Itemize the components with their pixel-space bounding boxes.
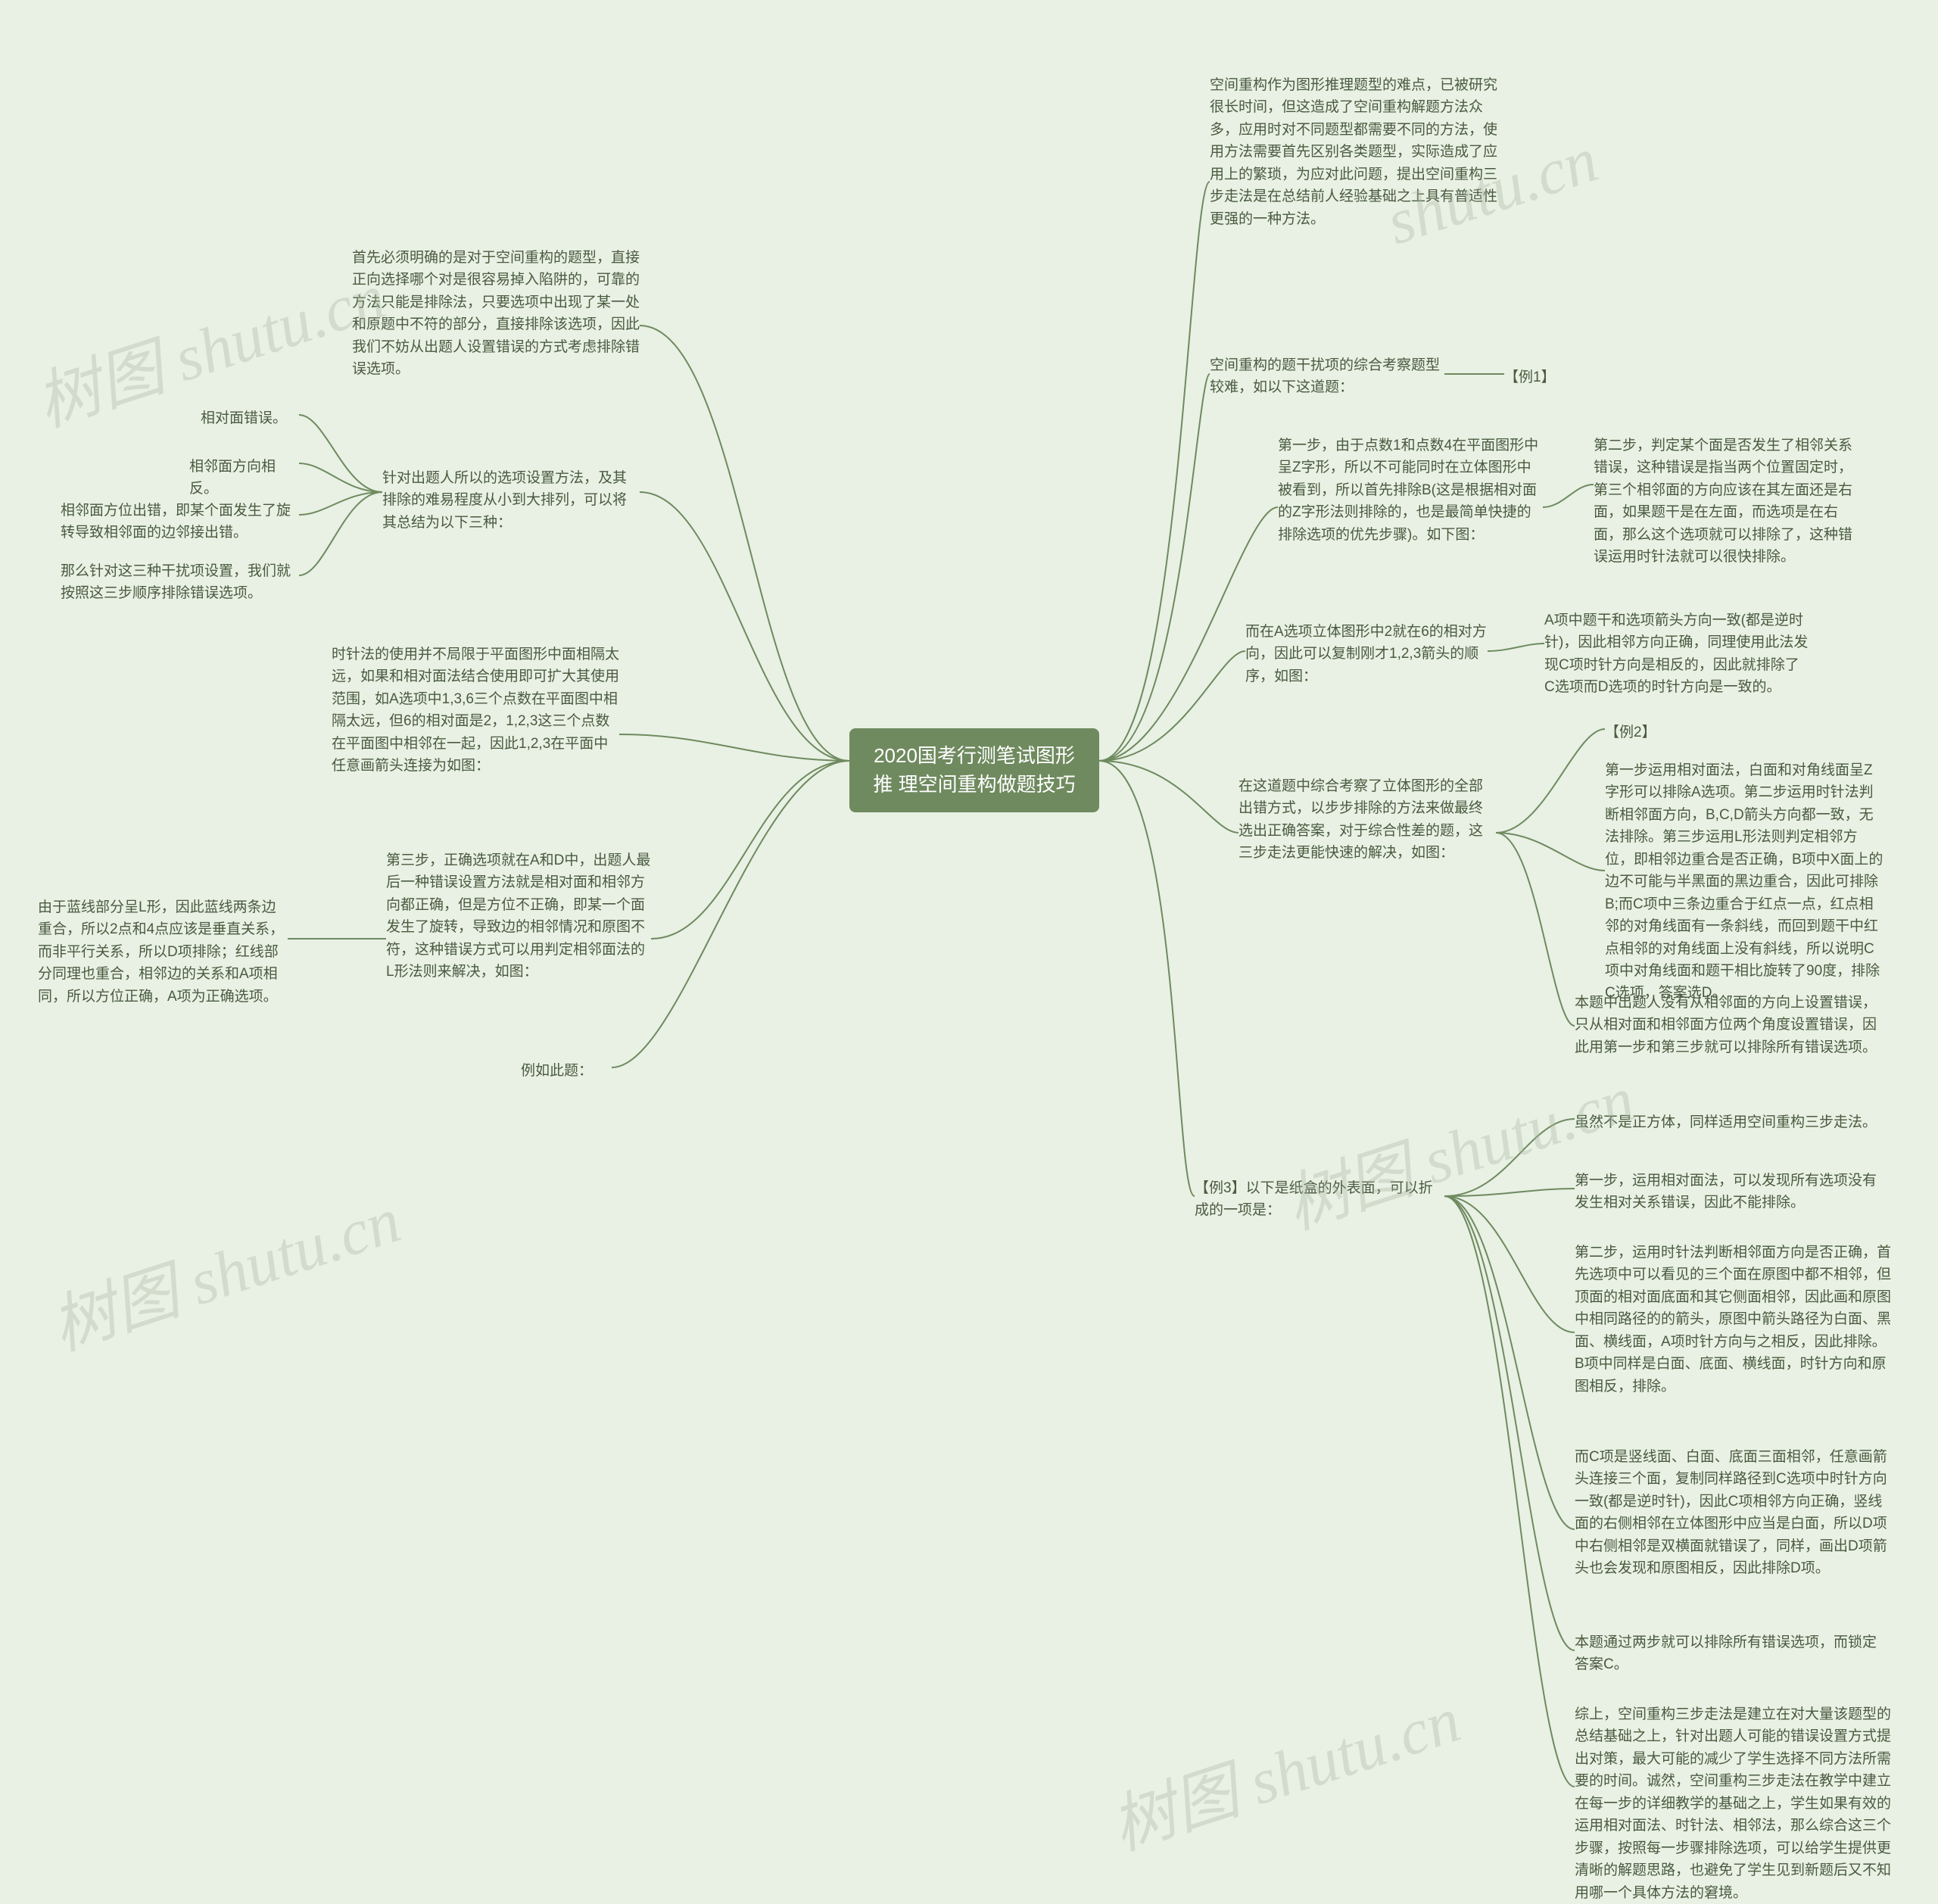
node-l2a: 相对面错误。 <box>201 407 299 429</box>
node-r2: 空间重构的题干扰项的综合考察题型较难，如以下这道题： <box>1210 354 1444 399</box>
node-r5a: 【例2】 <box>1605 721 1665 743</box>
edge-16 <box>1488 643 1544 651</box>
center-text: 2020国考行测笔试图形推 理空间重构做题技巧 <box>873 744 1075 796</box>
edge-7 <box>651 761 849 939</box>
edge-14 <box>1543 485 1594 507</box>
node-l2b: 相邻面方向相反。 <box>189 456 303 500</box>
edge-23 <box>1444 1189 1575 1196</box>
node-r5: 在这道题中综合考察了立体图形的全部出错方式，以步步排除的方法来做最终选出正确答案… <box>1239 775 1496 865</box>
node-r3a: 第二步，判定某个面是否发生了相邻关系错误，这种错误是指当两个位置固定时，第三个相… <box>1594 435 1859 569</box>
center-topic: 2020国考行测笔试图形推 理空间重构做题技巧 <box>849 728 1099 812</box>
node-r1: 空间重构作为图形推理题型的难点，已被研究很长时间，但这造成了空间重构解题方法众多… <box>1210 74 1505 230</box>
edge-4 <box>299 492 382 515</box>
node-l2c: 相邻面方位出错，即某个面发生了旋转导致相邻面的边邻接出错。 <box>61 500 303 544</box>
edge-24 <box>1444 1196 1575 1332</box>
edge-22 <box>1444 1119 1575 1196</box>
node-l2: 针对出题人所以的选项设置方法，及其排除的难易程度从小到大排列，可以将其总结为以下… <box>382 467 640 534</box>
node-r6a: 虽然不是正方体，同样适用空间重构三步走法。 <box>1575 1111 1877 1133</box>
edge-1 <box>640 492 849 761</box>
edge-10 <box>1099 182 1210 761</box>
edge-26 <box>1444 1196 1575 1650</box>
node-r6d: 而C项是竖线面、白面、底面三面相邻，任意画箭头连接三个面，复制同样路径到C选项中… <box>1575 1446 1893 1580</box>
edge-27 <box>1444 1196 1575 1787</box>
node-l5: 例如此题： <box>521 1060 612 1082</box>
edge-21 <box>1099 761 1195 1196</box>
node-r2a: 【例1】 <box>1504 366 1565 388</box>
edge-2 <box>299 415 382 492</box>
node-r5c: 本题中出题人没有从相邻面的方向上设置错误，只从相对面和相邻面方位两个角度设置错误… <box>1575 992 1885 1058</box>
node-r4a: A项中题干和选项箭头方向一致(都是逆时针)，因此相邻方向正确，同理使用此法发现C… <box>1544 609 1809 699</box>
edge-17 <box>1099 761 1239 833</box>
edge-6 <box>619 734 849 761</box>
node-l3: 时针法的使用并不局限于平面图形中面相隔太远，如果和相对面法结合使用即可扩大其使用… <box>332 643 619 777</box>
node-l4a: 由于蓝线部分呈L形，因此蓝线两条边重合，所以2点和4点应该是垂直关系，而非平行关… <box>38 896 288 1008</box>
edge-5 <box>299 492 382 575</box>
edge-20 <box>1496 833 1575 1026</box>
node-r3: 第一步，由于点数1和点数4在平面图形中呈Z字形，所以不可能同时在立体图形中被看到… <box>1278 435 1543 546</box>
node-l2d: 那么针对这三种干扰项设置，我们就按照这三步顺序排除错误选项。 <box>61 560 303 605</box>
edge-3 <box>299 463 382 492</box>
node-r6f: 综上，空间重构三步走法是建立在对大量该题型的总结基础之上，针对出题人可能的错误设… <box>1575 1703 1893 1904</box>
node-r6c: 第二步，运用时针法判断相邻面方向是否正确，首先选项中可以看见的三个面在原图中都不… <box>1575 1242 1893 1398</box>
node-r6e: 本题通过两步就可以排除所有错误选项，而锁定答案C。 <box>1575 1631 1877 1676</box>
node-r5b: 第一步运用相对面法，白面和对角线面呈Z字形可以排除A选项。第二步运用时针法判断相… <box>1605 759 1885 1005</box>
edge-18 <box>1496 729 1605 833</box>
edge-25 <box>1444 1196 1575 1529</box>
edge-11 <box>1099 374 1210 761</box>
watermark-1: 树图 shutu.cn <box>38 1168 410 1368</box>
edge-19 <box>1496 833 1605 871</box>
node-r4: 而在A选项立体图形中2就在6的相对方向，因此可以复制刚才1,2,3箭头的顺序，如… <box>1245 621 1488 687</box>
node-l1: 首先必须明确的是对于空间重构的题型，直接正向选择哪个对是很容易掉入陷阱的，可靠的… <box>352 247 640 381</box>
watermark-4: 树图 shutu.cn <box>1098 1668 1470 1868</box>
node-r6b: 第一步，运用相对面法，可以发现所有选项没有发生相对关系错误，因此不能排除。 <box>1575 1170 1877 1214</box>
node-l4: 第三步，正确选项就在A和D中，出题人最后一种错误设置方法就是相对面和相邻方向都正… <box>386 849 651 983</box>
node-r6: 【例3】以下是纸盒的外表面，可以折成的一项是： <box>1195 1177 1444 1222</box>
edge-0 <box>640 326 849 761</box>
edge-15 <box>1099 651 1245 761</box>
